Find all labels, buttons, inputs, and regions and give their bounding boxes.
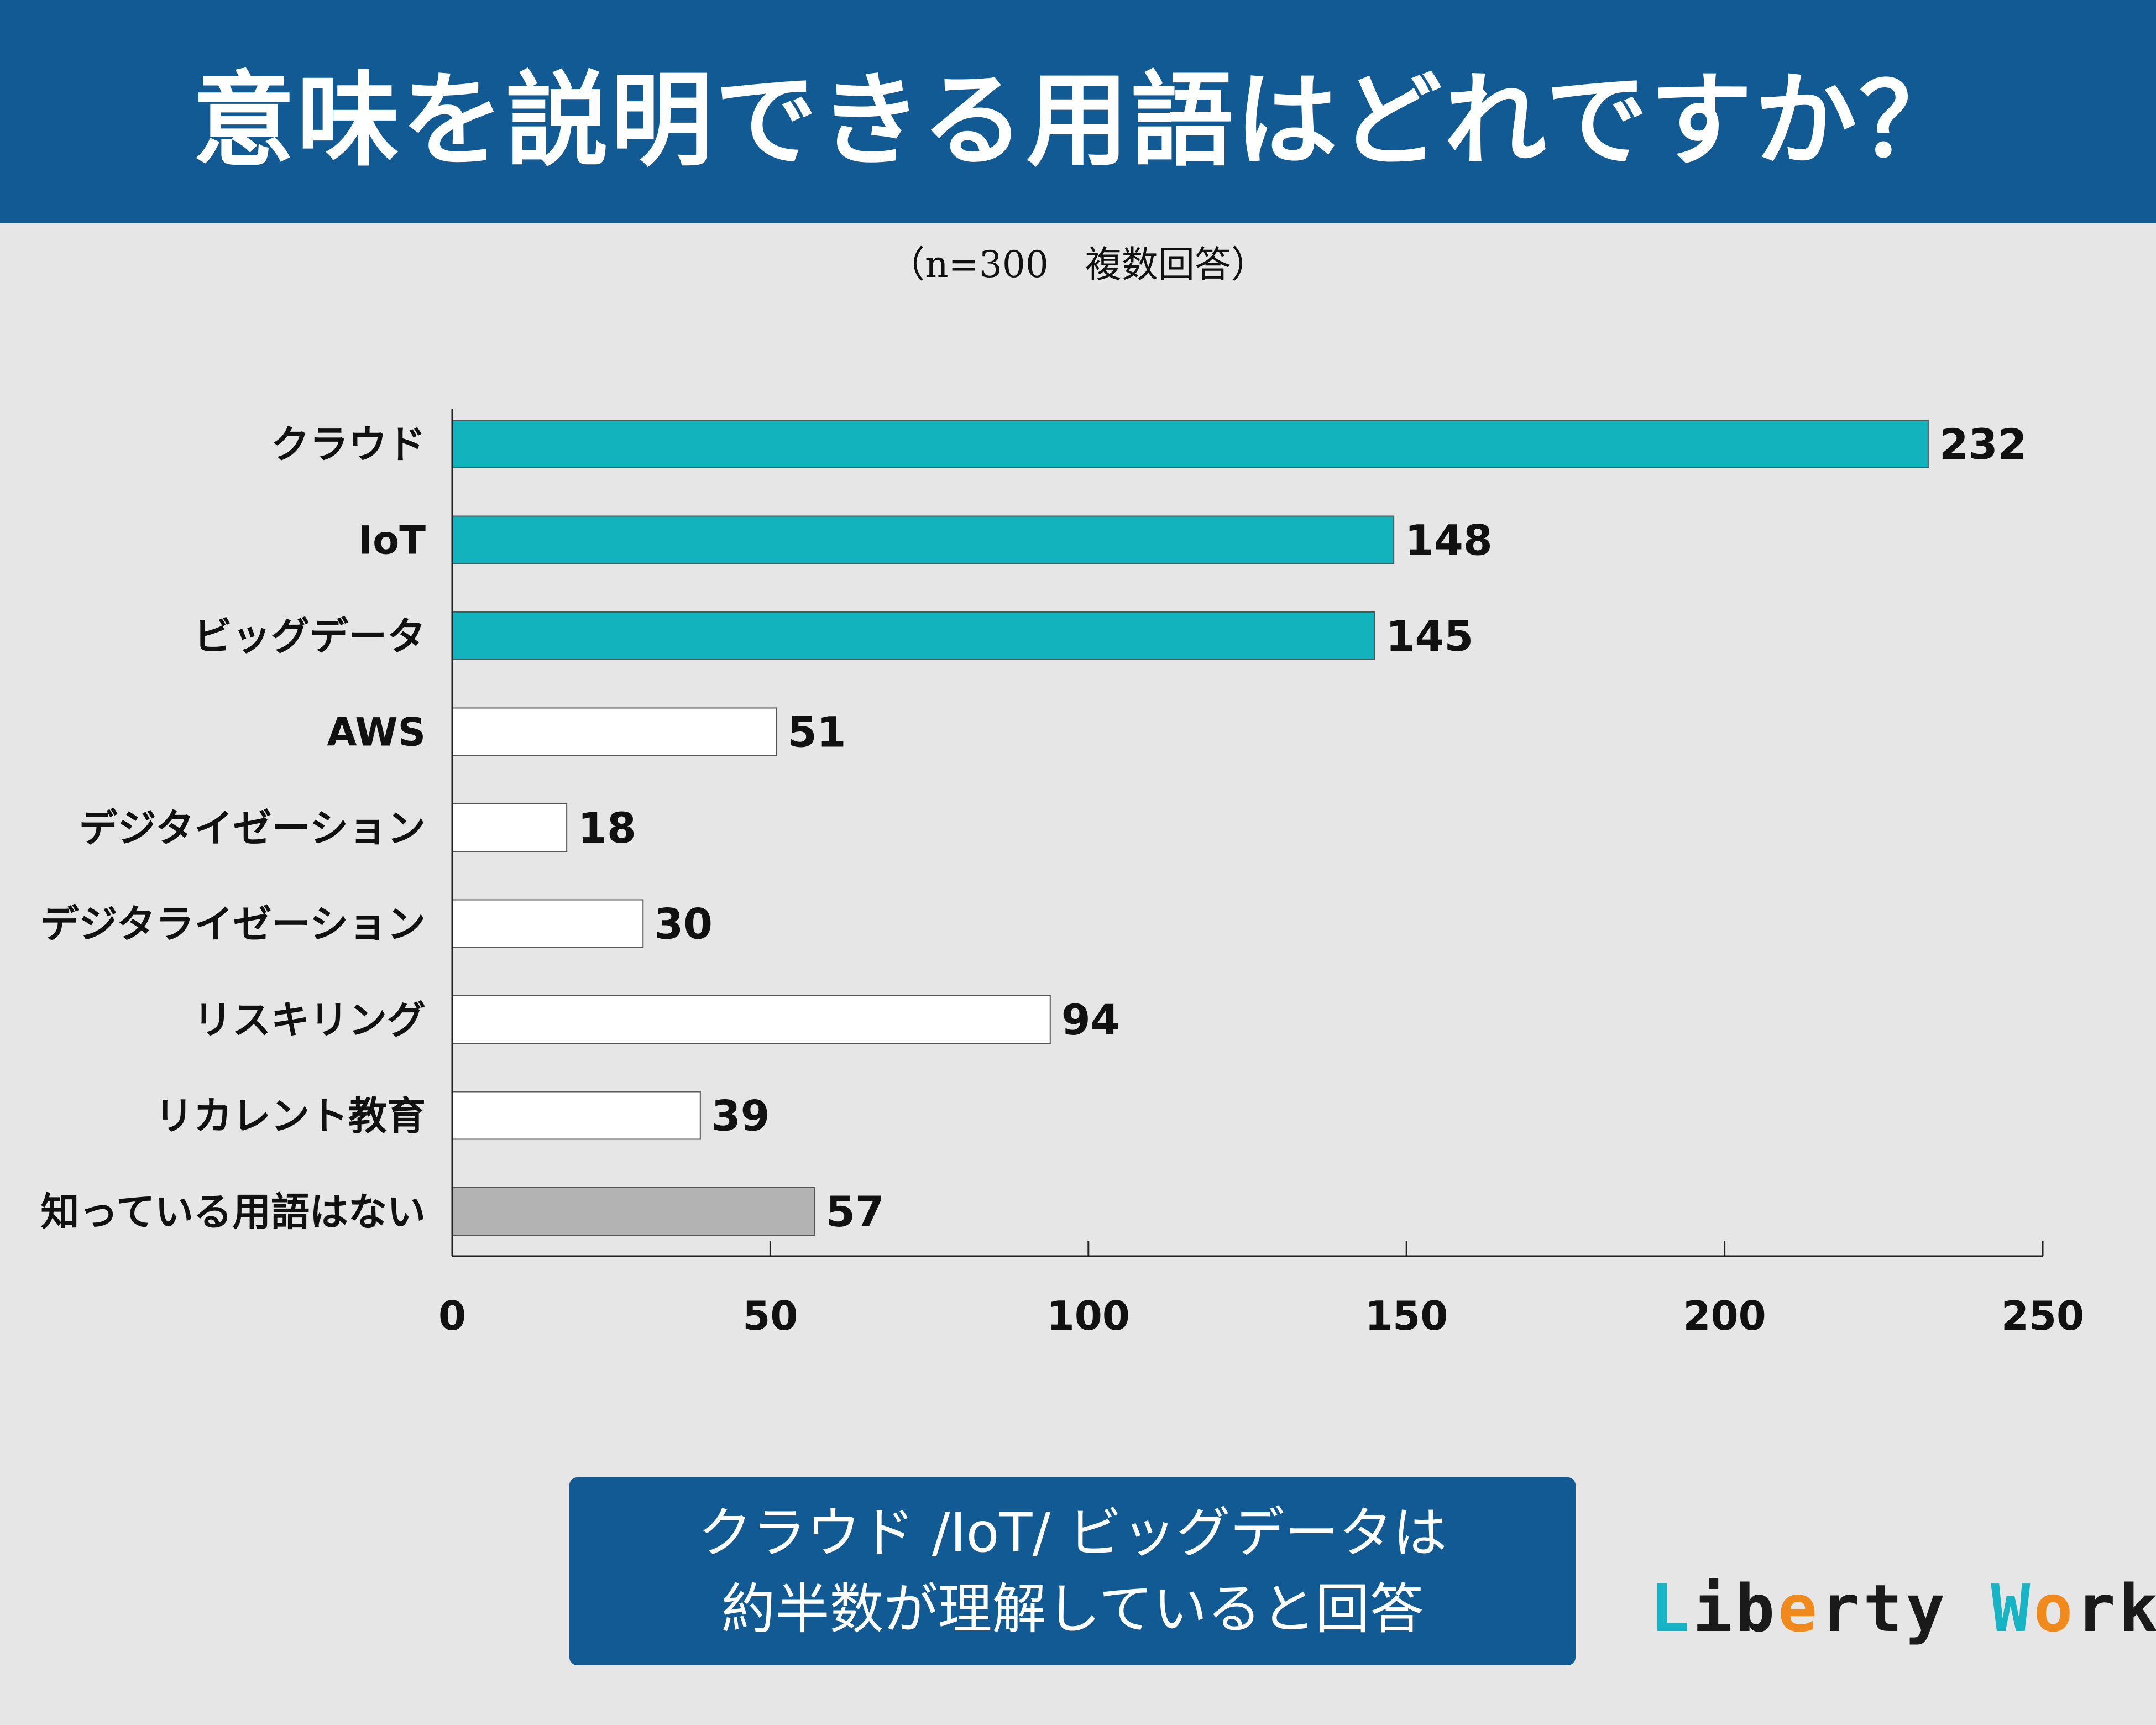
logo-letter: t	[1863, 1570, 1906, 1646]
bar-6	[452, 995, 1051, 1044]
bar-chart: クラウド 232 IoT 148 ビッグデータ 145 AWS 51 デジタイゼーション 18 デジ…	[40, 409, 2084, 1339]
logo-letter: i	[1693, 1570, 1736, 1646]
category-label: IoT	[358, 518, 426, 563]
logo-letter: W	[1991, 1570, 2034, 1646]
value-label: 148	[1405, 516, 1493, 565]
bar-5	[452, 899, 644, 948]
logo-letter	[1948, 1570, 1991, 1646]
bar-2	[452, 611, 1375, 660]
bar-0	[452, 420, 1929, 468]
x-tick-label: 150	[1365, 1293, 1448, 1339]
x-tick-label: 50	[742, 1293, 798, 1339]
category-label: クラウド	[271, 422, 426, 467]
chart-title: 意味を説明できる用語はどれですか？	[192, 60, 1964, 180]
x-tick-label: 100	[1047, 1293, 1130, 1339]
logo-letter: r	[1820, 1570, 1864, 1646]
logo-letter: b	[1735, 1570, 1778, 1646]
summary-line-2: 約半数が理解していると回答	[721, 1578, 1424, 1641]
category-label: リスキリング	[193, 997, 426, 1043]
category-label: ビッグデータ	[193, 614, 426, 659]
header-banner: 意味を説明できる用語はどれですか？	[0, 0, 2156, 223]
value-label: 57	[826, 1187, 885, 1236]
category-label: リカレント教育	[155, 1094, 426, 1139]
bar-7	[452, 1091, 701, 1140]
category-label: 知っている用語はない	[41, 1189, 426, 1235]
logo-letter: e	[1778, 1570, 1821, 1646]
logo-letter: r	[2076, 1570, 2119, 1646]
value-label: 232	[1939, 420, 2027, 469]
logo-letter: L	[1650, 1570, 1693, 1646]
x-tick-label: 0	[438, 1293, 466, 1339]
bar-1	[452, 515, 1395, 564]
summary-box: クラウド /IoT/ ビッグデータは 約半数が理解していると回答	[569, 1477, 1576, 1665]
logo-letter: o	[2033, 1570, 2076, 1646]
x-tick-label: 250	[2001, 1293, 2084, 1339]
x-tick-label: 200	[1683, 1293, 1766, 1339]
value-label: 145	[1386, 611, 1474, 661]
chart-subtitle: （n=300 複数回答）	[888, 243, 1268, 286]
value-label: 39	[711, 1091, 770, 1141]
bar-4	[452, 803, 568, 852]
category-label: デジタイゼーション	[79, 806, 426, 851]
category-label: AWS	[327, 710, 426, 755]
logo-letter: k	[2118, 1570, 2156, 1646]
liberty-works-logo: Liberty Works	[1650, 1570, 2156, 1648]
bar-8	[452, 1187, 815, 1236]
category-label: デジタライゼーション	[40, 902, 426, 947]
value-label: 94	[1061, 995, 1120, 1044]
summary-line-1: クラウド /IoT/ ビッグデータは	[698, 1502, 1447, 1565]
logo-letter: y	[1906, 1570, 1949, 1646]
value-label: 18	[578, 803, 636, 853]
bar-3	[452, 707, 777, 756]
value-label: 51	[788, 708, 846, 757]
value-label: 30	[654, 900, 713, 949]
